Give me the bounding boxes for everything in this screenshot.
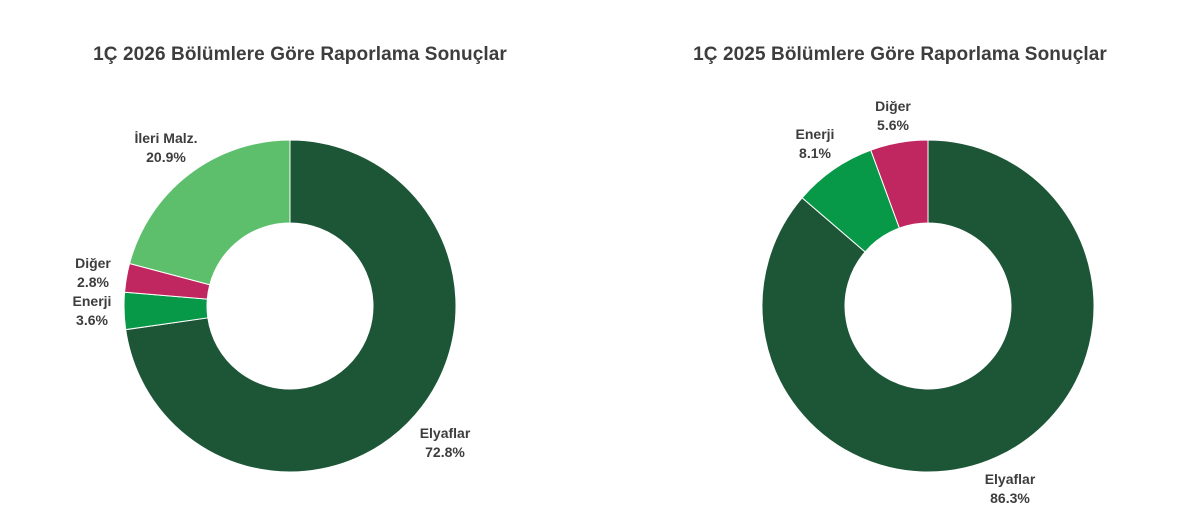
slice-ileri-malz (128, 139, 291, 286)
slice-label-diger: Diğer (875, 98, 911, 114)
slice-label-elyaflar: Elyaflar (420, 425, 471, 441)
donut-chart-2025: Elyaflar 86.3% Enerji 8.1% Diğer 5.6% (761, 98, 1095, 506)
slice-value-diger: 2.8% (77, 274, 109, 290)
slice-label-enerji: Enerji (796, 126, 835, 142)
chart-title-2025: 1Ç 2025 Bölümlere Göre Raporlama Sonuçla… (693, 44, 1107, 65)
slice-label-elyaflar: Elyaflar (985, 471, 1036, 487)
slice-label-ileri-malz: İleri Malz. (134, 130, 197, 146)
slice-label-diger: Diğer (75, 255, 111, 271)
slice-value-ileri-malz: 20.9% (146, 149, 186, 165)
slice-value-elyaflar: 72.8% (425, 444, 465, 460)
slice-value-enerji: 8.1% (799, 145, 831, 161)
slice-elyaflar (125, 139, 457, 473)
slice-label-enerji: Enerji (73, 293, 112, 309)
slice-elyaflar (761, 139, 1095, 473)
slice-diger (870, 139, 929, 229)
slice-value-enerji: 3.6% (76, 312, 108, 328)
slice-value-elyaflar: 86.3% (990, 490, 1030, 506)
donut-chart-2026: Elyaflar 72.8% Enerji 3.6% Diğer 2.8% İleri Ma… (73, 130, 471, 473)
slice-value-diger: 5.6% (877, 117, 909, 133)
chart-title-2026: 1Ç 2026 Bölümlere Göre Raporlama Sonuçla… (93, 44, 507, 65)
